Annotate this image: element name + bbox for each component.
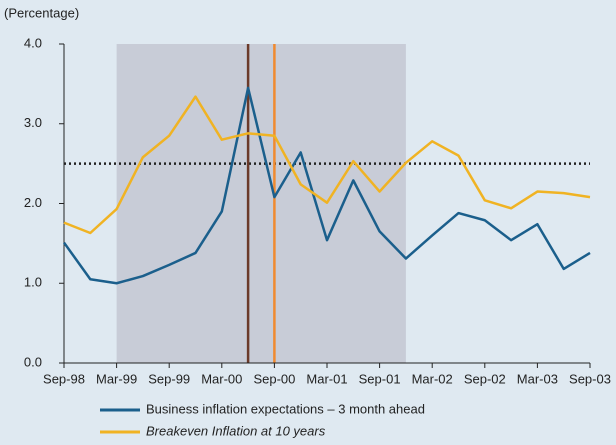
x-tick-label: Sep-00 (253, 371, 295, 386)
y-tick-label: 0.0 (24, 354, 42, 369)
shaded-period (116, 44, 406, 363)
x-tick-label: Sep-99 (148, 371, 190, 386)
x-tick-label: Mar-01 (306, 371, 347, 386)
x-tick-label: Mar-99 (96, 371, 137, 386)
x-tick-label: Sep-98 (43, 371, 85, 386)
series-line (62, 86, 591, 285)
legend-label: Breakeven Inflation at 10 years (146, 423, 326, 438)
x-tick-label: Mar-00 (201, 371, 242, 386)
legend-label: Business inflation expectations – 3 mont… (146, 401, 425, 416)
x-tick-label: Mar-02 (412, 371, 453, 386)
y-tick-label: 3.0 (24, 115, 42, 130)
series-line (63, 95, 591, 235)
y-tick-label: 2.0 (24, 195, 42, 210)
y-tick-label: 1.0 (24, 275, 42, 290)
x-tick-label: Sep-02 (464, 371, 506, 386)
y-tick-label: 4.0 (24, 35, 42, 50)
x-tick-label: Sep-01 (359, 371, 401, 386)
y-axis-label: (Percentage) (4, 5, 79, 20)
x-tick-label: Sep-03 (569, 371, 611, 386)
x-tick-label: Mar-03 (517, 371, 558, 386)
